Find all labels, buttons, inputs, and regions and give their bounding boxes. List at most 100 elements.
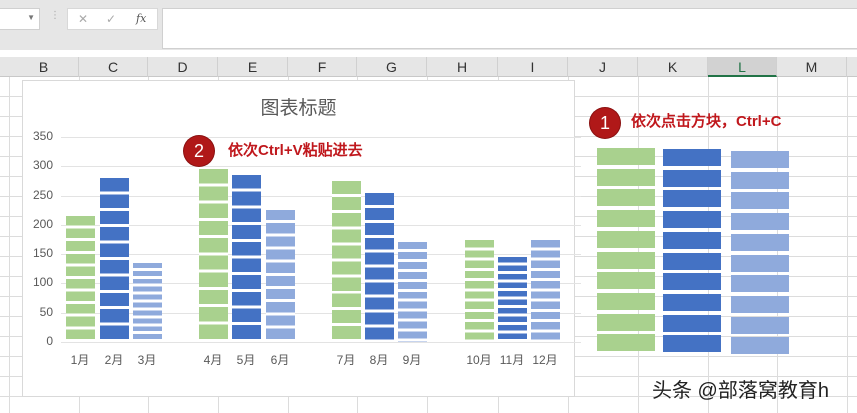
- green-block[interactable]: [597, 292, 655, 310]
- blue-block[interactable]: [663, 190, 721, 208]
- bar-1月[interactable]: [66, 216, 95, 342]
- bar-6月[interactable]: [266, 210, 295, 342]
- green-block[interactable]: [597, 210, 655, 228]
- light-blue-block[interactable]: [731, 151, 789, 168]
- column-header-J[interactable]: J: [568, 57, 638, 77]
- light-blue-block[interactable]: [731, 213, 789, 231]
- bar-12月[interactable]: [531, 239, 560, 342]
- column-header-K[interactable]: K: [638, 57, 708, 77]
- green-block[interactable]: [597, 230, 655, 248]
- y-tick-label: 100: [32, 275, 53, 290]
- blue-block[interactable]: [663, 211, 721, 229]
- watermark: 头条 @部落窝教育h: [652, 380, 829, 402]
- blue-block[interactable]: [663, 169, 721, 187]
- y-tick-label: 300: [32, 158, 53, 173]
- x-tick-label: 5月: [236, 353, 256, 367]
- column-header-F[interactable]: F: [288, 57, 357, 77]
- green-block[interactable]: [597, 168, 655, 186]
- step-badge-1: 1: [590, 108, 620, 138]
- x-tick-label: 2月: [104, 353, 124, 367]
- bar-8月[interactable]: [365, 192, 394, 342]
- column-header-G[interactable]: G: [357, 57, 427, 77]
- bar-5月[interactable]: [232, 175, 261, 342]
- blue-block[interactable]: [663, 335, 721, 353]
- gridline: [61, 195, 581, 197]
- y-tick-label: 200: [32, 216, 53, 231]
- green-block[interactable]: [597, 189, 655, 207]
- y-tick-label: 350: [32, 129, 53, 143]
- bar-2月[interactable]: [100, 178, 129, 342]
- light-blue-block[interactable]: [731, 316, 789, 334]
- x-tick-label: 9月: [402, 353, 422, 367]
- green-block[interactable]: [597, 313, 655, 331]
- x-tick-label: 7月: [336, 353, 356, 367]
- cancel-icon[interactable]: ✕: [78, 12, 89, 26]
- blue-block[interactable]: [663, 293, 721, 311]
- gridline: [61, 254, 581, 256]
- grid-line: [9, 77, 10, 413]
- light-blue-block[interactable]: [731, 171, 789, 189]
- bar-7月[interactable]: [332, 180, 361, 342]
- gridline: [61, 224, 581, 226]
- insert-function-icon[interactable]: fx: [136, 12, 147, 25]
- green-block[interactable]: [597, 251, 655, 269]
- light-blue-block[interactable]: [731, 295, 789, 313]
- blue-block[interactable]: [663, 231, 721, 249]
- x-tick-label: 10月: [466, 353, 492, 367]
- x-tick-label: 6月: [270, 353, 290, 367]
- column-header-I[interactable]: I: [498, 57, 568, 77]
- gridline: [61, 283, 581, 285]
- step-note-1: 依次点击方块，Ctrl+C: [631, 113, 782, 130]
- light-blue-block[interactable]: [731, 254, 789, 272]
- light-blue-block[interactable]: [731, 275, 789, 293]
- chart-title[interactable]: 图表标题: [260, 98, 337, 119]
- blue-block[interactable]: [663, 149, 721, 166]
- step-note-2: 依次Ctrl+V粘贴进去: [228, 142, 363, 159]
- grid-line: [847, 77, 848, 413]
- bar-10月[interactable]: [465, 239, 494, 342]
- bar-9月[interactable]: [398, 242, 427, 342]
- light-blue-block[interactable]: [731, 192, 789, 210]
- formula-toolbar: ▼ ⋮ ✕ ✓ fx: [0, 0, 857, 50]
- blue-block[interactable]: [663, 273, 721, 291]
- y-tick-label: 150: [32, 246, 53, 261]
- step-badge-2: 2: [184, 136, 214, 166]
- gridline: [61, 137, 581, 138]
- column-header-M[interactable]: M: [777, 57, 847, 77]
- x-tick-label: 12月: [532, 353, 558, 367]
- formula-buttons: ✕ ✓ fx: [67, 8, 158, 30]
- light-blue-block[interactable]: [731, 233, 789, 251]
- light-blue-block[interactable]: [731, 337, 789, 355]
- gridline: [61, 166, 581, 168]
- gridline: [61, 312, 581, 314]
- green-block[interactable]: [597, 272, 655, 290]
- blue-block[interactable]: [663, 252, 721, 270]
- column-header-L[interactable]: L: [708, 57, 777, 77]
- green-block[interactable]: [597, 148, 655, 165]
- bar-4月[interactable]: [199, 169, 228, 342]
- chart[interactable]: 图表标题 0 50 100 150 200 250 300 350 1月 2月 3月 4月 5月 6月 7月…: [22, 80, 581, 397]
- formula-input[interactable]: [162, 8, 857, 49]
- gridline: [61, 342, 581, 343]
- bar-3月[interactable]: [133, 262, 162, 342]
- drag-handle[interactable]: ⋮: [50, 10, 60, 21]
- x-tick-label: 1月: [70, 353, 90, 367]
- green-block[interactable]: [597, 334, 655, 352]
- y-tick-label: 250: [32, 187, 53, 202]
- blue-block[interactable]: [663, 314, 721, 332]
- enter-icon[interactable]: ✓: [106, 12, 117, 26]
- bar-11月[interactable]: [498, 257, 527, 342]
- column-header-H[interactable]: H: [427, 57, 498, 77]
- x-tick-label: 11月: [499, 353, 525, 367]
- y-tick-label: 0: [46, 334, 53, 348]
- column-header-B[interactable]: B: [9, 57, 79, 77]
- name-box[interactable]: ▼: [0, 8, 40, 30]
- chevron-down-icon[interactable]: ▼: [27, 13, 35, 22]
- column-header-E[interactable]: E: [218, 57, 288, 77]
- column-header-C[interactable]: C: [79, 57, 148, 77]
- x-tick-label: 8月: [369, 353, 389, 367]
- column-header-D[interactable]: D: [148, 57, 218, 77]
- x-tick-label: 4月: [203, 353, 223, 367]
- x-tick-label: 3月: [137, 353, 157, 367]
